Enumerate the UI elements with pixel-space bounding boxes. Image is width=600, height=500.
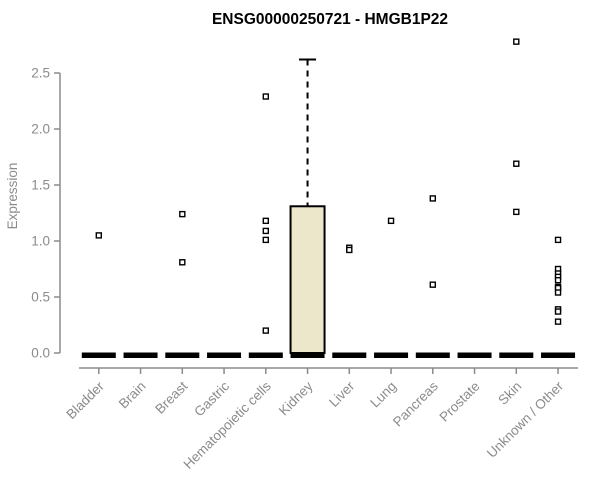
x-tick-label: Lung <box>367 379 399 411</box>
zero-bar <box>541 352 576 358</box>
data-point <box>262 327 269 334</box>
y-axis-title: Expression <box>5 163 20 230</box>
zero-bar <box>290 352 325 358</box>
data-point <box>554 236 562 244</box>
zero-bar <box>123 352 158 358</box>
y-tick-label: 0.0 <box>31 346 50 361</box>
data-point <box>387 217 395 225</box>
data-point <box>513 160 520 167</box>
y-tick-label: 2.5 <box>31 66 50 81</box>
x-tick-label: Pancreas <box>390 378 441 429</box>
series <box>81 38 576 358</box>
zero-bar <box>374 352 409 358</box>
y-tick-label: 0.5 <box>31 290 50 305</box>
data-point <box>95 232 103 239</box>
data-point <box>346 246 353 254</box>
data-point <box>179 259 186 266</box>
y-tick-label: 1.5 <box>31 178 50 193</box>
data-point <box>554 318 562 325</box>
data-point <box>554 308 562 315</box>
data-point <box>429 281 436 288</box>
data-point <box>262 236 269 244</box>
zero-bar <box>248 352 283 358</box>
zero-bar <box>499 352 534 358</box>
data-point <box>262 93 269 100</box>
x-tick-label: Liver <box>326 378 358 410</box>
data-point <box>262 227 269 235</box>
x-tick-label: Skin <box>495 379 524 408</box>
x-tick-label: Prostate <box>437 379 483 425</box>
zero-bar <box>207 352 242 358</box>
data-point <box>262 217 269 225</box>
data-point <box>513 208 520 216</box>
zero-bar <box>415 352 450 358</box>
x-tick-label: Bladder <box>63 378 107 422</box>
data-point <box>429 195 436 202</box>
data-point <box>554 289 562 296</box>
zero-bar <box>165 352 200 358</box>
y-tick-label: 2.0 <box>31 122 50 137</box>
zero-bar <box>332 352 367 358</box>
data-point <box>554 277 562 284</box>
y-tick-label: 1.0 <box>31 234 50 249</box>
x-tick-label: Breast <box>152 378 190 416</box>
x-tick-label: Brain <box>116 379 149 412</box>
box <box>289 205 326 354</box>
data-point <box>179 210 186 218</box>
x-tick-label: Unknown / Other <box>484 378 567 461</box>
x-tick-label: Gastric <box>191 378 232 419</box>
data-point <box>513 38 520 45</box>
chart-title: ENSG00000250721 - HMGB1P22 <box>212 11 448 28</box>
zero-bar <box>457 352 492 358</box>
y-axis: 0.0 0.5 1.0 1.5 2.0 2.5 <box>31 66 61 361</box>
x-tick-label: Kidney <box>276 378 316 418</box>
zero-bar <box>81 352 116 358</box>
